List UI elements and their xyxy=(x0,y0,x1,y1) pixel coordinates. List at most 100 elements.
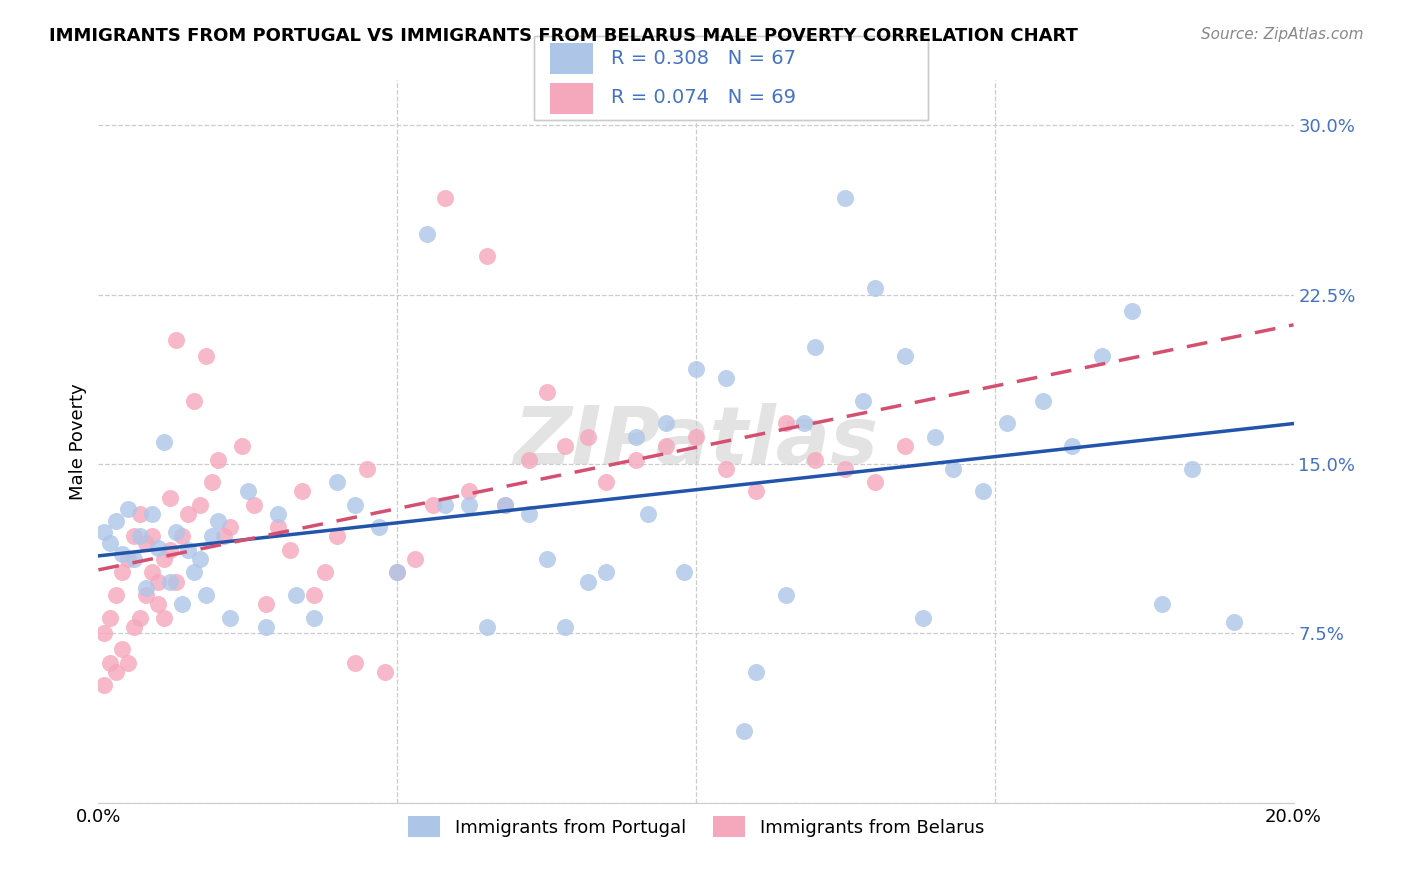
Point xyxy=(141,507,163,521)
Point xyxy=(159,542,181,557)
Point xyxy=(105,588,128,602)
Point xyxy=(326,475,349,490)
Text: R = 0.074   N = 69: R = 0.074 N = 69 xyxy=(612,88,796,107)
Legend: Immigrants from Portugal, Immigrants from Belarus: Immigrants from Portugal, Immigrants fro… xyxy=(401,809,991,845)
Point xyxy=(188,498,211,512)
Point xyxy=(733,723,755,738)
Point xyxy=(344,498,367,512)
Point xyxy=(626,452,648,467)
Point xyxy=(141,566,163,580)
Point xyxy=(207,514,229,528)
Text: R = 0.308   N = 67: R = 0.308 N = 67 xyxy=(612,49,796,68)
Point xyxy=(894,349,917,363)
FancyBboxPatch shape xyxy=(550,83,593,113)
Point xyxy=(302,588,325,602)
Point xyxy=(117,502,139,516)
Point xyxy=(254,620,277,634)
Point xyxy=(117,552,139,566)
Point xyxy=(536,552,558,566)
Point xyxy=(475,620,498,634)
Point xyxy=(655,439,678,453)
Point xyxy=(578,430,600,444)
Point xyxy=(207,452,229,467)
Point xyxy=(578,574,600,589)
Point xyxy=(148,541,170,555)
Point xyxy=(135,536,157,550)
Point xyxy=(434,498,457,512)
Point xyxy=(356,461,378,475)
Point xyxy=(159,491,181,505)
Point xyxy=(834,191,856,205)
Point xyxy=(195,588,218,602)
Point xyxy=(172,597,194,611)
Point xyxy=(148,597,170,611)
Point xyxy=(135,582,157,596)
Point xyxy=(673,566,696,580)
Point xyxy=(201,475,224,490)
Point xyxy=(775,417,797,431)
Point xyxy=(1181,461,1204,475)
Point xyxy=(219,610,242,624)
Point xyxy=(183,393,205,408)
Point xyxy=(98,656,122,670)
Point xyxy=(972,484,994,499)
Point xyxy=(177,507,200,521)
Point xyxy=(188,552,211,566)
Point xyxy=(98,610,122,624)
Point xyxy=(404,552,426,566)
Point xyxy=(714,371,737,385)
Point xyxy=(254,597,277,611)
Point xyxy=(494,498,516,512)
Point xyxy=(302,610,325,624)
Y-axis label: Male Poverty: Male Poverty xyxy=(69,384,87,500)
Point xyxy=(494,498,516,512)
Point xyxy=(231,439,253,453)
Point xyxy=(236,484,259,499)
Point xyxy=(124,620,146,634)
Point xyxy=(111,548,134,562)
Point xyxy=(1121,303,1143,318)
Point xyxy=(212,529,235,543)
Point xyxy=(685,362,707,376)
Point xyxy=(595,566,617,580)
Point xyxy=(458,484,481,499)
Point xyxy=(315,566,337,580)
Point xyxy=(278,542,301,557)
FancyBboxPatch shape xyxy=(550,44,593,74)
Point xyxy=(1091,349,1114,363)
Point xyxy=(326,529,349,543)
Point xyxy=(111,566,134,580)
Point xyxy=(1152,597,1174,611)
Point xyxy=(912,610,935,624)
Point xyxy=(834,461,856,475)
Point xyxy=(105,514,128,528)
Point xyxy=(135,588,157,602)
Point xyxy=(865,475,887,490)
Point xyxy=(924,430,946,444)
Point xyxy=(804,452,827,467)
Point xyxy=(183,566,205,580)
Point xyxy=(284,588,307,602)
Text: Source: ZipAtlas.com: Source: ZipAtlas.com xyxy=(1201,27,1364,42)
Point xyxy=(626,430,648,444)
Point xyxy=(714,461,737,475)
Point xyxy=(894,439,917,453)
Point xyxy=(1032,393,1054,408)
Point xyxy=(416,227,439,241)
Point xyxy=(195,349,218,363)
Point xyxy=(148,574,170,589)
Point xyxy=(517,507,540,521)
Point xyxy=(165,574,187,589)
Point xyxy=(153,610,176,624)
Point xyxy=(93,678,115,692)
Point xyxy=(98,536,122,550)
Point xyxy=(536,384,558,399)
Point xyxy=(177,542,200,557)
Point xyxy=(141,529,163,543)
Point xyxy=(291,484,314,499)
Point xyxy=(852,393,875,408)
Point xyxy=(745,665,768,679)
Point xyxy=(865,281,887,295)
Point xyxy=(117,656,139,670)
Point xyxy=(1062,439,1084,453)
